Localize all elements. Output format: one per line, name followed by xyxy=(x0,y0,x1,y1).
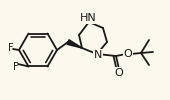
Polygon shape xyxy=(67,40,82,48)
Text: O: O xyxy=(115,68,123,78)
Text: O: O xyxy=(124,49,132,59)
Text: HN: HN xyxy=(80,13,96,23)
Text: F: F xyxy=(8,43,14,53)
Text: N: N xyxy=(94,50,102,60)
Text: F: F xyxy=(13,62,19,72)
